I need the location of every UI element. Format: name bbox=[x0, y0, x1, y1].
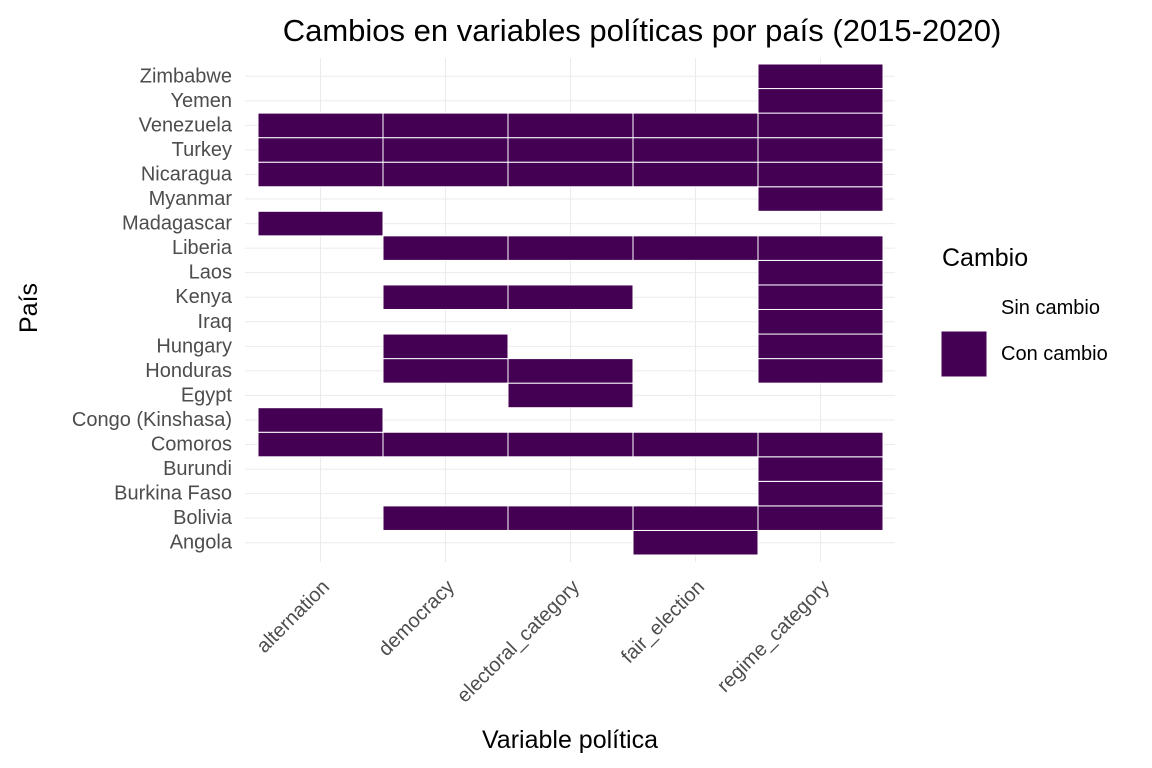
tile-kenya-regime-category bbox=[757, 284, 884, 311]
y-tick-label-kenya: Kenya bbox=[175, 286, 233, 308]
y-tick-label-madagascar: Madagascar bbox=[122, 213, 232, 235]
tile-hungary-regime-category bbox=[757, 333, 884, 360]
legend: Cambio Sin cambio Con cambio bbox=[941, 244, 1108, 377]
tile-venezuela-alternation bbox=[257, 112, 384, 139]
legend-key-con-cambio bbox=[941, 331, 987, 377]
tile-turkey-regime-category bbox=[757, 137, 884, 163]
tile-nicaragua-electoral-category bbox=[507, 161, 634, 188]
tile-venezuela-democracy bbox=[382, 112, 509, 139]
y-tick-label-venezuela: Venezuela bbox=[139, 114, 233, 136]
tile-honduras-electoral-category bbox=[507, 358, 634, 384]
y-tick-label-turkey: Turkey bbox=[172, 139, 232, 161]
tile-liberia-democracy bbox=[382, 235, 509, 261]
x-axis-title: Variable política bbox=[482, 726, 658, 754]
legend-label-con-cambio: Con cambio bbox=[1001, 343, 1108, 365]
y-tick-label-burkina-faso: Burkina Faso bbox=[114, 483, 232, 505]
y-tick-label-burundi: Burundi bbox=[163, 458, 232, 480]
tile-comoros-electoral-category bbox=[507, 431, 634, 458]
tile-liberia-fair-election bbox=[632, 235, 759, 261]
tile-bolivia-electoral-category bbox=[507, 505, 634, 531]
tile-liberia-electoral-category bbox=[507, 235, 634, 261]
tile-turkey-fair-election bbox=[632, 137, 759, 163]
tile-laos-regime-category bbox=[757, 259, 884, 286]
tile-zimbabwe-regime-category bbox=[757, 63, 884, 90]
tile-turkey-alternation bbox=[257, 137, 384, 163]
tile-kenya-electoral-category bbox=[507, 284, 634, 311]
y-tick-label-bolivia: Bolivia bbox=[173, 507, 233, 529]
y-tick-label-comoros: Comoros bbox=[151, 434, 232, 456]
tile-hungary-democracy bbox=[382, 333, 509, 360]
y-tick-label-angola: Angola bbox=[170, 532, 233, 554]
tile-nicaragua-fair-election bbox=[632, 161, 759, 188]
tile-angola-fair-election bbox=[632, 529, 759, 556]
tile-venezuela-fair-election bbox=[632, 112, 759, 139]
y-tick-label-congo-kinshasa: Congo (Kinshasa) bbox=[72, 409, 232, 431]
y-tick-label-zimbabwe: Zimbabwe bbox=[140, 65, 232, 87]
y-tick-label-egypt: Egypt bbox=[181, 384, 233, 406]
tile-comoros-regime-category bbox=[757, 431, 884, 458]
tile-turkey-democracy bbox=[382, 137, 509, 163]
tile-honduras-democracy bbox=[382, 358, 509, 384]
tile-iraq-regime-category bbox=[757, 309, 884, 335]
x-tick-label-fair-election: fair_election bbox=[617, 576, 709, 668]
tile-egypt-electoral-category bbox=[507, 382, 634, 409]
tile-comoros-alternation bbox=[257, 431, 384, 458]
tile-congo-kinshasa-alternation bbox=[257, 407, 384, 433]
tile-comoros-democracy bbox=[382, 431, 509, 458]
tile-turkey-electoral-category bbox=[507, 137, 634, 163]
y-tick-label-laos: Laos bbox=[189, 262, 232, 284]
tile-liberia-regime-category bbox=[757, 235, 884, 261]
tile-bolivia-regime-category bbox=[757, 505, 884, 531]
y-tick-label-yemen: Yemen bbox=[170, 90, 232, 112]
tile-venezuela-regime-category bbox=[757, 112, 884, 139]
x-tick-label-democracy: democracy bbox=[374, 576, 459, 661]
tile-comoros-fair-election bbox=[632, 431, 759, 458]
tile-nicaragua-democracy bbox=[382, 161, 509, 188]
tile-madagascar-alternation bbox=[257, 210, 384, 237]
legend-key-sin-cambio bbox=[942, 286, 986, 330]
tile-venezuela-electoral-category bbox=[507, 112, 634, 139]
tile-nicaragua-regime-category bbox=[757, 161, 884, 188]
tile-burundi-regime-category bbox=[757, 456, 884, 482]
y-tick-label-myanmar: Myanmar bbox=[149, 188, 233, 210]
y-tick-label-liberia: Liberia bbox=[172, 237, 233, 259]
tile-kenya-democracy bbox=[382, 284, 509, 311]
chart-title: Cambios en variables políticas por país … bbox=[283, 13, 1002, 48]
tile-myanmar-regime-category bbox=[757, 186, 884, 212]
x-tick-label-electoral-category: electoral_category bbox=[453, 576, 584, 707]
tile-burkina-faso-regime-category bbox=[757, 480, 884, 507]
heatmap-tiles bbox=[257, 63, 884, 556]
tile-yemen-regime-category bbox=[757, 88, 884, 114]
y-axis-title: País bbox=[15, 283, 43, 333]
x-tick-label-alternation: alternation bbox=[252, 576, 334, 658]
tile-bolivia-democracy bbox=[382, 505, 509, 531]
tile-bolivia-fair-election bbox=[632, 505, 759, 531]
y-tick-label-hungary: Hungary bbox=[156, 335, 232, 357]
x-tick-label-regime-category: regime_category bbox=[713, 576, 834, 697]
y-tick-label-honduras: Honduras bbox=[145, 360, 232, 382]
tile-honduras-regime-category bbox=[757, 358, 884, 384]
legend-title: Cambio bbox=[942, 244, 1028, 272]
tile-nicaragua-alternation bbox=[257, 161, 384, 188]
y-tick-label-nicaragua: Nicaragua bbox=[141, 163, 233, 185]
legend-label-sin-cambio: Sin cambio bbox=[1001, 297, 1100, 319]
y-tick-label-iraq: Iraq bbox=[198, 311, 232, 333]
